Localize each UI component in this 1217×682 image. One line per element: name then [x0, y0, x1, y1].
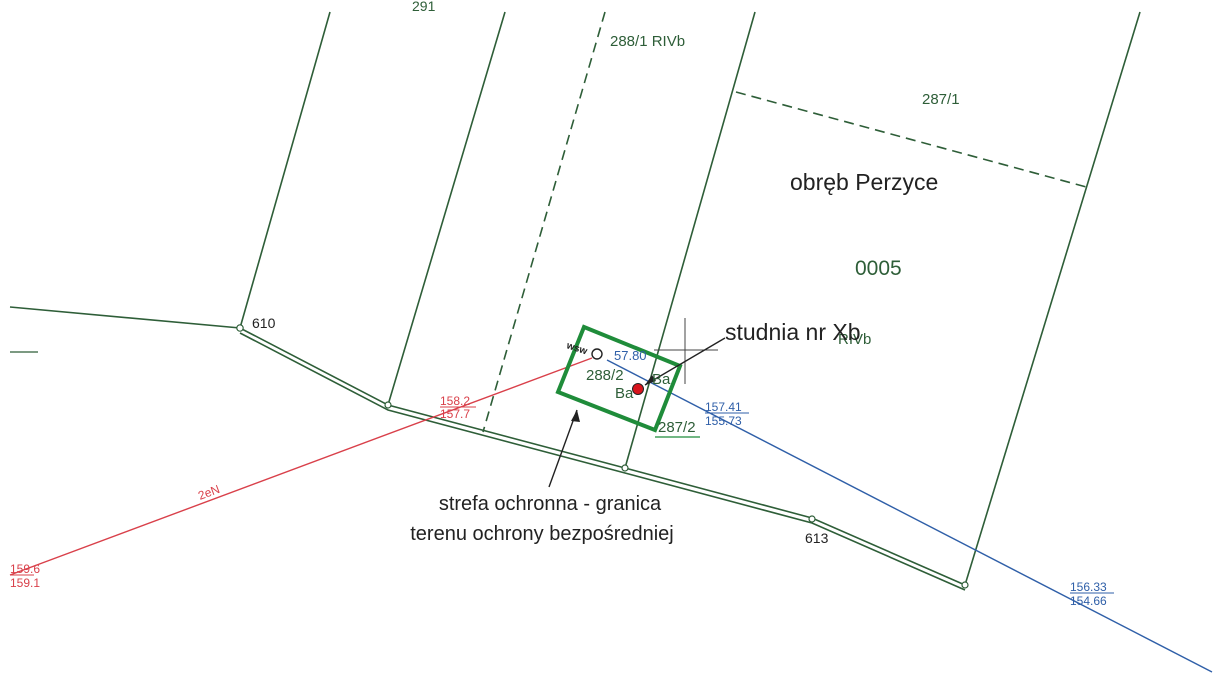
- point-613-label: 613: [805, 530, 829, 546]
- point-icon: [961, 581, 969, 589]
- wsw-label: wsw: [564, 340, 589, 357]
- point-icon: [621, 464, 629, 472]
- dashed-boundary-line: [482, 11, 606, 433]
- boundary-line: [624, 11, 756, 469]
- boundary-line: [964, 11, 1141, 586]
- road-boundary-line: [9, 306, 966, 586]
- point-610-icon: [236, 324, 244, 332]
- red-elevation-bottom: 157.7: [440, 407, 470, 421]
- parcel-287-1-label: 287/1: [922, 91, 960, 108]
- ba-label-2: Ba: [652, 371, 671, 388]
- parcel-291-label: 291: [412, 0, 436, 14]
- zone-caption-line-1: strefa ochronna - granica: [439, 493, 662, 515]
- caption-arrow: [548, 409, 578, 488]
- point-icon: [384, 401, 392, 409]
- well-label: studnia nr Xb: [725, 319, 861, 345]
- parcel-288-2-label: 288/2: [586, 367, 624, 384]
- precinct-name: obręb Perzyce: [790, 169, 938, 195]
- blue-utility-line: [606, 359, 1213, 673]
- caption-arrowhead: [571, 410, 580, 422]
- crosshair-marker: [654, 318, 718, 384]
- parcel-boundaries: [9, 11, 1141, 591]
- well-label-arrowhead: [645, 375, 656, 385]
- existing-well-icon: [591, 348, 603, 360]
- blue-elevation-near-well: 57.80: [614, 348, 647, 363]
- blue-elevation-right-bottom: 154.66: [1070, 594, 1107, 608]
- red-elevation-left-top: 159.6: [10, 562, 40, 576]
- zone-caption-line-2: terenu ochrony bezpośredniej: [410, 523, 674, 545]
- parcel-288-1-label: 288/1 RIVb: [610, 33, 685, 50]
- parcel-287-2-label: 287/2: [658, 419, 696, 436]
- red-line-code: 2eN: [196, 482, 222, 503]
- protection-zone-boundary: [555, 324, 683, 433]
- boundary-line: [239, 11, 331, 329]
- dashed-boundary-line: [735, 91, 1091, 189]
- boundary-points: [236, 324, 969, 589]
- precinct-number: 0005: [855, 257, 902, 280]
- blue-elevation-right-top: 156.33: [1070, 580, 1107, 594]
- map-labels: 291 288/1 RIVb 287/1 obręb Perzyce 0005 …: [10, 0, 1114, 608]
- blue-elevation-mid-top: 157.41: [705, 400, 742, 414]
- red-elevation-left-bottom: 159.1: [10, 576, 40, 590]
- road-boundary-line: [239, 332, 966, 591]
- red-elevation-top: 158.2: [440, 394, 470, 408]
- blue-elevation-mid-bottom: 155.73: [705, 414, 742, 428]
- ba-label-1: Ba: [615, 385, 634, 402]
- riv-label: RIVb: [838, 331, 871, 348]
- well-label-pointer: [644, 337, 726, 386]
- point-613-icon: [808, 515, 816, 523]
- boundary-line: [387, 11, 506, 406]
- red-utility-line: [9, 357, 593, 576]
- well-icon: [632, 383, 644, 395]
- point-610-label: 610: [252, 315, 276, 331]
